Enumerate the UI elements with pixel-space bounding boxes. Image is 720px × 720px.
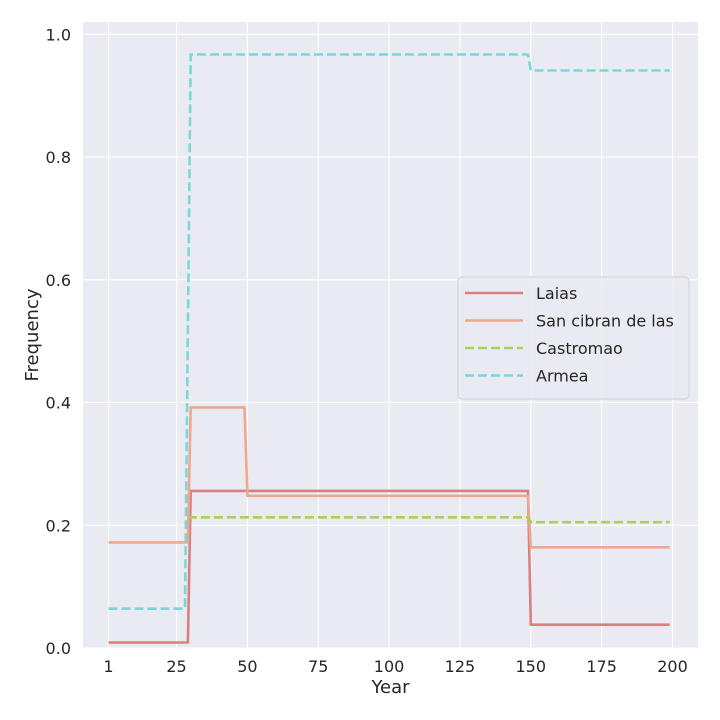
x-tick-label: 100	[374, 657, 405, 676]
x-tick-label: 150	[516, 657, 547, 676]
series-layer	[108, 53, 670, 644]
legend-label: Laias	[536, 284, 577, 303]
x-tick-label: 25	[166, 657, 186, 676]
x-tick-label: 50	[237, 657, 257, 676]
legend-box	[457, 276, 690, 400]
x-tick-label: 1	[103, 657, 113, 676]
y-tick-label: 1.0	[46, 25, 71, 44]
series-line-armea	[108, 53, 670, 611]
y-tick-label: 0.6	[46, 271, 71, 290]
x-axis-label: Year	[370, 677, 410, 698]
series-line-laias	[108, 489, 670, 644]
series-line-san-cibran-de-las	[108, 406, 670, 549]
series-line-castromao	[187, 515, 670, 524]
x-tick-label: 125	[445, 657, 476, 676]
x-tick-label: 75	[308, 657, 328, 676]
y-tick-label: 0.0	[46, 639, 71, 658]
y-tick-label: 0.4	[46, 394, 71, 413]
y-tick-label: 0.8	[46, 148, 71, 167]
legend-label: Armea	[536, 367, 588, 386]
legend-label: Castromao	[536, 339, 623, 358]
legend: Laias San cibran de las Castromao Armea	[457, 276, 690, 400]
y-tick-label: 0.2	[46, 516, 71, 535]
x-tick-label: 175	[586, 657, 617, 676]
x-tick-label: 200	[657, 657, 688, 676]
legend-label: San cibran de las	[536, 312, 674, 331]
y-axis-label: Frequency	[22, 288, 43, 381]
